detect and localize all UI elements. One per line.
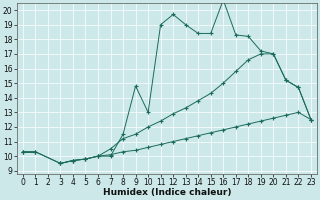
X-axis label: Humidex (Indice chaleur): Humidex (Indice chaleur)	[103, 188, 231, 197]
